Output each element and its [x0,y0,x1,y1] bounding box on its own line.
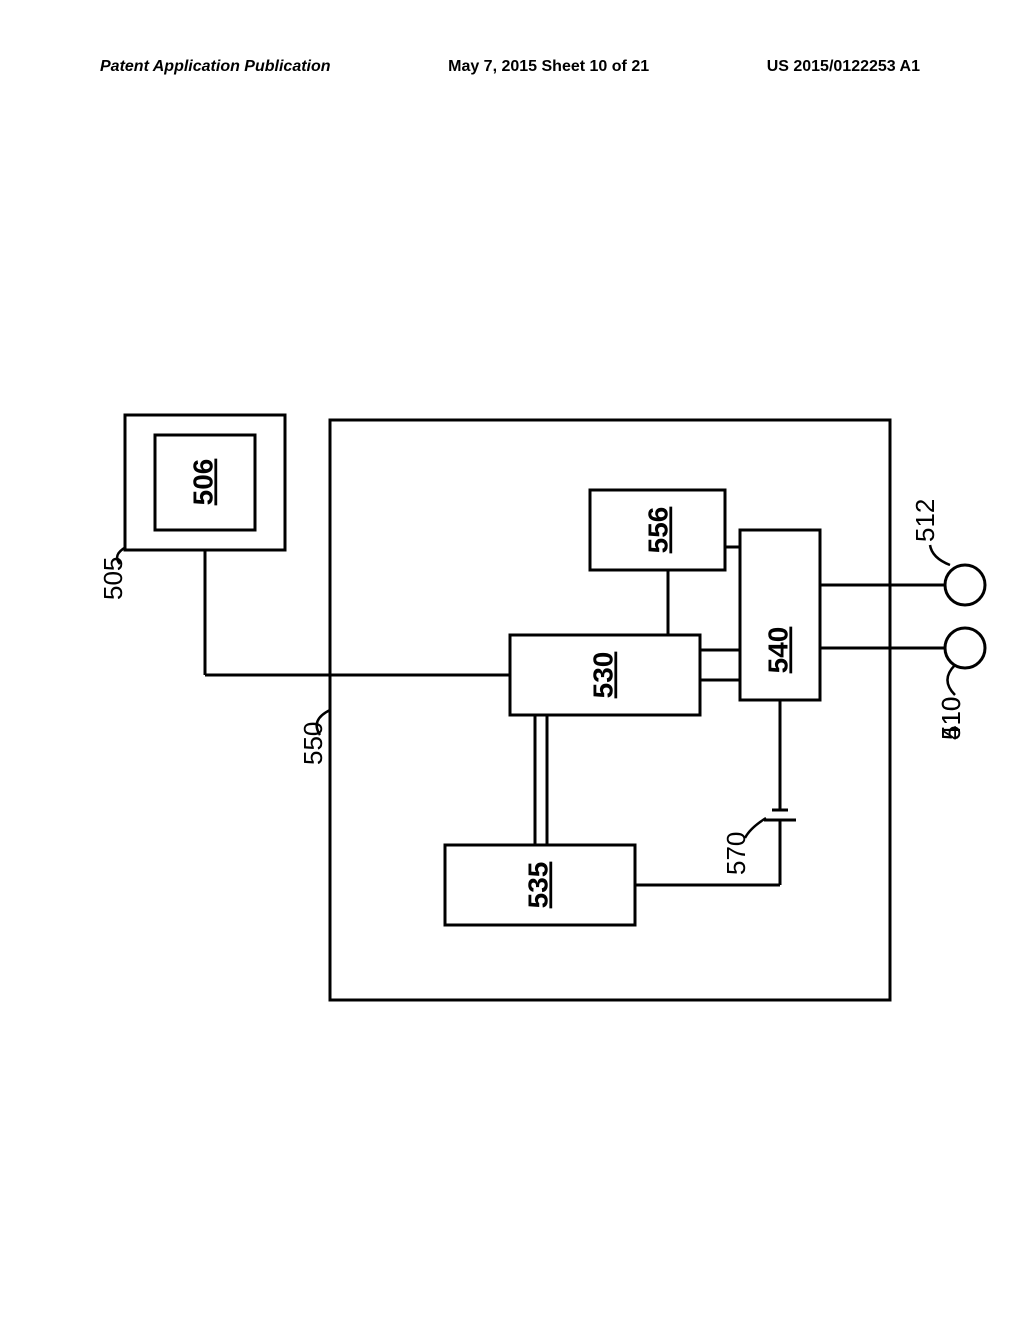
header-left: Patent Application Publication [100,58,331,76]
circle-512 [945,565,985,605]
label-530: 530 [587,652,618,699]
header-right: US 2015/0122253 A1 [767,58,920,76]
leader-510 [948,665,956,695]
leader-512 [930,545,950,565]
box-550 [330,420,890,1000]
ref-550: 550 [298,722,328,765]
ref-570-txt: 570 [721,832,751,875]
ref-505: 505 [98,557,128,600]
label-540: 540 [762,627,793,674]
circle-510 [945,628,985,668]
ref-510-txt: 510 [936,697,966,740]
ref-512-txt: 512 [910,499,940,542]
label-556: 556 [642,507,673,554]
page-header: Patent Application Publication May 7, 20… [100,58,920,76]
label-506: 506 [187,459,218,506]
header-center: May 7, 2015 Sheet 10 of 21 [448,58,649,76]
box-540 [740,530,820,700]
figure-svg: 550 535 530 556 540 506 505 [0,150,1020,1270]
page: Patent Application Publication May 7, 20… [0,0,1020,1320]
label-535: 535 [522,862,553,909]
